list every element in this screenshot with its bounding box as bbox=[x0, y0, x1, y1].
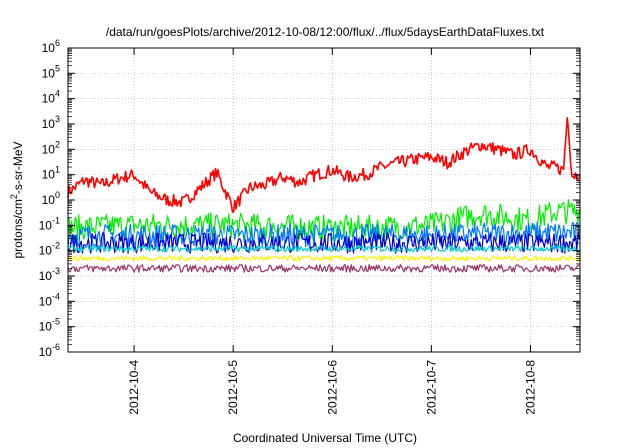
y-tick-base: 10 bbox=[42, 142, 56, 156]
y-tick-label: 106 bbox=[42, 38, 60, 55]
y-tick-label: 104 bbox=[42, 89, 60, 106]
y-tick-label: 10-4 bbox=[39, 291, 60, 308]
x-tick-label: 2012-10-6 bbox=[325, 360, 339, 415]
series-line-6 bbox=[67, 255, 580, 262]
y-tick-label: 10-1 bbox=[39, 215, 60, 232]
y-tick-exp: -6 bbox=[52, 342, 60, 352]
y-tick-exp: 3 bbox=[55, 114, 60, 124]
y-axis-label: protons/cm2-s-sr-MeV bbox=[9, 141, 25, 258]
y-tick-label: 10-3 bbox=[39, 266, 60, 283]
y-axis-label-main: protons/cm bbox=[11, 199, 25, 258]
y-tick-exp: -1 bbox=[52, 215, 60, 225]
series-line-5 bbox=[67, 245, 580, 253]
y-tick-base: 10 bbox=[39, 218, 53, 232]
y-tick-base: 10 bbox=[42, 66, 56, 80]
y-axis-label-sup: 2 bbox=[9, 194, 19, 199]
y-tick-labels: 10-610-510-410-310-210-11001011021031041… bbox=[39, 38, 60, 359]
y-tick-label: 10-5 bbox=[39, 317, 60, 334]
x-tick-label: 2012-10-5 bbox=[226, 360, 240, 415]
y-tick-exp: 4 bbox=[55, 89, 60, 99]
y-tick-base: 10 bbox=[42, 92, 56, 106]
y-tick-base: 10 bbox=[42, 117, 56, 131]
y-tick-label: 105 bbox=[42, 63, 60, 80]
series-line-1 bbox=[67, 117, 580, 213]
y-tick-label: 10-2 bbox=[39, 241, 60, 258]
x-tick-label: 2012-10-7 bbox=[424, 360, 438, 415]
series-line-2 bbox=[67, 199, 580, 241]
y-tick-base: 10 bbox=[39, 320, 53, 334]
y-tick-exp: -3 bbox=[52, 266, 60, 276]
y-tick-base: 10 bbox=[39, 294, 53, 308]
x-tick-label: 2012-10-4 bbox=[127, 360, 141, 415]
chart-title: /data/run/goesPlots/archive/2012-10-08/1… bbox=[106, 25, 545, 39]
y-tick-exp: 2 bbox=[55, 139, 60, 149]
series-layer bbox=[67, 117, 580, 273]
y-tick-label: 103 bbox=[42, 114, 60, 131]
y-tick-label: 100 bbox=[42, 190, 60, 207]
x-tick-label: 2012-10-8 bbox=[523, 360, 537, 415]
y-tick-label: 101 bbox=[42, 165, 60, 182]
x-tick-labels: 2012-10-4 2012-10-5 2012-10-6 2012-10-7 2012… bbox=[127, 360, 537, 415]
y-tick-exp: -4 bbox=[52, 291, 60, 301]
y-tick-exp: 5 bbox=[55, 63, 60, 73]
y-tick-base: 10 bbox=[39, 269, 53, 283]
y-tick-base: 10 bbox=[39, 345, 53, 359]
y-tick-label: 10-6 bbox=[39, 342, 60, 359]
series-line-3 bbox=[67, 221, 580, 248]
y-tick-exp: 1 bbox=[55, 165, 60, 175]
axis-ticks bbox=[68, 47, 580, 353]
y-tick-exp: -5 bbox=[52, 317, 60, 327]
y-tick-base: 10 bbox=[42, 168, 56, 182]
y-tick-base: 10 bbox=[42, 193, 56, 207]
series-line-7 bbox=[67, 264, 580, 273]
y-axis-label-rest: -s-sr-MeV bbox=[11, 141, 25, 194]
y-tick-base: 10 bbox=[39, 244, 53, 258]
y-tick-label: 102 bbox=[42, 139, 60, 156]
y-tick-exp: 6 bbox=[55, 38, 60, 48]
y-tick-exp: 0 bbox=[55, 190, 60, 200]
y-tick-exp: -2 bbox=[52, 241, 60, 251]
y-tick-base: 10 bbox=[42, 41, 56, 55]
x-axis-label: Coordinated Universal Time (UTC) bbox=[233, 431, 417, 445]
